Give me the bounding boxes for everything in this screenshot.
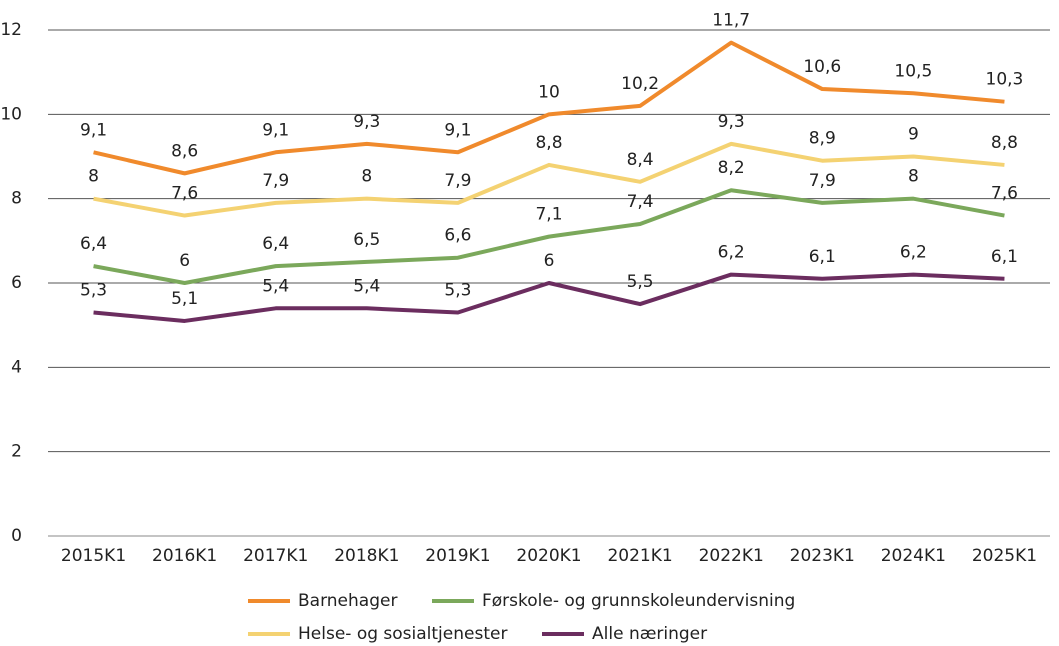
series-line bbox=[93, 40, 1005, 176]
data-label: 8,8 bbox=[535, 133, 562, 153]
data-label: 8 bbox=[361, 167, 372, 187]
data-label: 6,6 bbox=[444, 226, 471, 246]
data-label: 9,3 bbox=[353, 112, 380, 132]
series-line bbox=[93, 272, 1005, 323]
data-label: 7,6 bbox=[171, 184, 198, 204]
series-line bbox=[93, 141, 1005, 218]
series-line bbox=[93, 188, 1005, 285]
data-label: 6 bbox=[179, 251, 190, 271]
legend-label: Alle næringer bbox=[592, 624, 707, 644]
data-label: 8,2 bbox=[718, 158, 745, 178]
y-tick-label: 12 bbox=[0, 20, 22, 40]
legend-label: Barnehager bbox=[298, 591, 397, 611]
data-label: 9,3 bbox=[718, 112, 745, 132]
data-label: 5,3 bbox=[444, 281, 471, 301]
y-tick-label: 10 bbox=[0, 104, 22, 124]
y-tick-label: 8 bbox=[11, 189, 22, 209]
data-label: 8,4 bbox=[627, 150, 654, 170]
data-label: 6,5 bbox=[353, 230, 380, 250]
y-tick-label: 6 bbox=[11, 273, 22, 293]
data-label: 6,1 bbox=[809, 247, 836, 267]
data-label: 7,4 bbox=[627, 192, 654, 212]
data-label: 7,9 bbox=[444, 171, 471, 191]
data-label: 10,5 bbox=[894, 61, 932, 81]
data-label: 10,2 bbox=[621, 74, 659, 94]
data-label: 8,6 bbox=[171, 141, 198, 161]
data-label: 5,3 bbox=[80, 281, 107, 301]
x-tick-label: 2016K1 bbox=[152, 546, 217, 566]
data-label: 7,6 bbox=[991, 184, 1018, 204]
data-label: 5,1 bbox=[171, 289, 198, 309]
data-label: 9 bbox=[908, 125, 919, 145]
data-label: 7,9 bbox=[809, 171, 836, 191]
data-label: 6,4 bbox=[80, 234, 107, 254]
data-label: 7,9 bbox=[262, 171, 289, 191]
x-tick-label: 2024K1 bbox=[881, 546, 946, 566]
data-label: 6,1 bbox=[991, 247, 1018, 267]
x-tick-label: 2020K1 bbox=[516, 546, 581, 566]
data-label: 9,1 bbox=[80, 120, 107, 140]
legend-label: Helse- og sosialtjenester bbox=[298, 624, 507, 644]
data-label: 10 bbox=[538, 82, 560, 102]
data-label: 10,6 bbox=[803, 57, 841, 77]
x-tick-label: 2023K1 bbox=[790, 546, 855, 566]
x-tick-label: 2015K1 bbox=[61, 546, 126, 566]
x-tick-label: 2025K1 bbox=[972, 546, 1037, 566]
legend-label: Førskole- og grunnskoleundervisning bbox=[482, 591, 795, 611]
x-tick-label: 2019K1 bbox=[425, 546, 490, 566]
y-tick-label: 4 bbox=[11, 357, 22, 377]
data-label: 9,1 bbox=[444, 120, 471, 140]
data-label: 9,1 bbox=[262, 120, 289, 140]
data-label: 5,5 bbox=[627, 272, 654, 292]
x-tick-label: 2018K1 bbox=[334, 546, 399, 566]
data-label: 5,4 bbox=[353, 276, 380, 296]
data-label: 6,2 bbox=[718, 243, 745, 263]
data-label: 8 bbox=[908, 167, 919, 187]
x-tick-label: 2017K1 bbox=[243, 546, 308, 566]
data-label: 8,8 bbox=[991, 133, 1018, 153]
data-label: 5,4 bbox=[262, 276, 289, 296]
data-label: 8 bbox=[88, 167, 99, 187]
data-label: 7,1 bbox=[535, 205, 562, 225]
data-label: 10,3 bbox=[986, 70, 1024, 90]
y-tick-label: 0 bbox=[11, 526, 22, 546]
y-tick-label: 2 bbox=[11, 442, 22, 462]
data-label: 6,2 bbox=[900, 243, 927, 263]
data-label: 6,4 bbox=[262, 234, 289, 254]
x-tick-label: 2021K1 bbox=[607, 546, 672, 566]
x-tick-label: 2022K1 bbox=[699, 546, 764, 566]
data-label: 6 bbox=[544, 251, 555, 271]
data-label: 8,9 bbox=[809, 129, 836, 149]
data-label: 11,7 bbox=[712, 11, 750, 31]
